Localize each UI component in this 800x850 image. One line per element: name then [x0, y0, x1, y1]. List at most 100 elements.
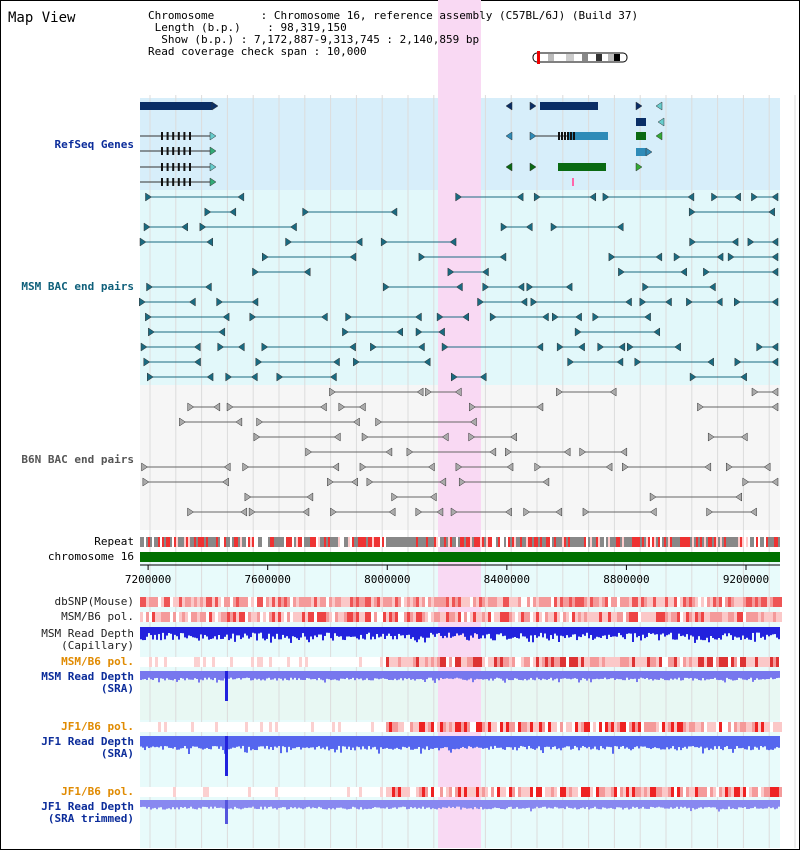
chromosome-info: Chromosome : Chromosome 16, reference as… [148, 9, 639, 58]
jf1-b6-pol-feature [188, 722, 191, 732]
repeat-feature [210, 537, 212, 547]
jf1-b6-pol-feature [431, 787, 434, 797]
jf1-sra-depth-bar [252, 736, 254, 750]
dbsnp-feature [443, 597, 446, 607]
jf1-sra-depth-bar [494, 736, 496, 746]
jf1-trimmed-depth-bar [438, 800, 440, 808]
msm-b6-pol-feature [260, 612, 263, 622]
jf1-b6-pol-feature [500, 787, 503, 797]
jf1-b6-pol-feature [488, 722, 491, 732]
refseq-genes-label[interactable]: RefSeq Genes [54, 138, 134, 151]
msm-capillary-depth-bar [772, 627, 774, 635]
jf1-sra-depth-bar [458, 736, 460, 750]
msm-b6-pol-feature [521, 612, 524, 622]
msm-sra-depth-bar [410, 671, 412, 680]
msm-capillary-depth-bar [286, 627, 288, 637]
msm-capillary-depth-bar [544, 627, 546, 634]
bac-end-arrow [771, 477, 779, 487]
jf1-trimmed-depth-bar [722, 800, 724, 809]
jf1-b6-pol-feature [164, 787, 167, 797]
jf1-trimmed-depth-bar [428, 800, 430, 808]
jf1-trimmed-depth-bar [636, 800, 638, 808]
msm-bac-end-pairs-label[interactable]: MSM BAC end pairs [21, 280, 134, 293]
jf1-read-depth-sra-label: JF1 Read Depth (SRA) [41, 735, 134, 760]
jf1-b6-pol-feature [326, 787, 329, 797]
msm-sra-depth-bar [354, 671, 356, 681]
axis-tick-label: 7200000 [125, 573, 171, 586]
msm-capillary-depth-bar [606, 627, 608, 640]
repeat-feature [290, 537, 292, 547]
msm-b6-pol-feature [662, 612, 665, 622]
repeat-feature [472, 537, 474, 547]
msm-b6-pol-feature [209, 657, 212, 667]
jf1-b6-pol-feature [485, 722, 488, 732]
repeat-feature [216, 537, 218, 547]
msm-capillary-depth-bar [192, 627, 194, 638]
msm-sra-depth-bar [506, 671, 508, 679]
msm-b6-pol-feature [482, 657, 485, 667]
jf1-b6-pol-feature [272, 722, 275, 732]
dbsnp-feature [458, 597, 461, 607]
jf1-b6-pol-feature [701, 787, 704, 797]
msm-b6-pol-feature [683, 657, 686, 667]
jf1-sra-depth-bar [516, 736, 518, 751]
msm-sra-depth-bar [576, 671, 578, 679]
msm-sra-depth-bar [752, 671, 754, 682]
jf1-b6-pol-feature [206, 722, 209, 732]
msm-b6-pol-feature [620, 657, 623, 667]
b6n-bac-end-pairs-label[interactable]: B6N BAC end pairs [21, 453, 134, 466]
bac-end-arrow [451, 372, 458, 382]
msm-sra-depth-bar [194, 671, 196, 679]
jf1-sra-depth-bar [738, 736, 740, 749]
bac-end-arrow [244, 492, 252, 502]
jf1-b6-pol-feature [290, 787, 293, 797]
msm-sra-depth-bar [262, 671, 264, 680]
jf1-b6-pol-feature [188, 787, 191, 797]
msm-sra-depth-bar [438, 671, 440, 681]
jf1-b6-pol-feature [278, 722, 281, 732]
jf1-sra-depth-bar [752, 736, 754, 750]
bac-end-arrow [351, 477, 358, 487]
jf1-sra-depth-bar [554, 736, 556, 747]
repeat-feature [526, 537, 528, 547]
dbsnp-feature [764, 597, 767, 607]
msm-b6-pol-feature [677, 657, 680, 667]
jf1-trimmed-depth-bar [366, 800, 368, 810]
msm-sra-depth-bar [218, 671, 220, 680]
jf1-trimmed-depth-bar [170, 800, 172, 810]
msm-capillary-depth-bar [718, 627, 720, 638]
jf1-sra-depth-bar [170, 736, 172, 748]
jf1-b6-pol-feature [539, 787, 542, 797]
jf1-b6-pol-feature [251, 787, 254, 797]
jf1-trimmed-depth-bar [256, 800, 258, 810]
jf1-b6-pol-feature [254, 722, 257, 732]
bac-end-arrow [731, 237, 739, 247]
msm-b6-pol-feature [458, 657, 461, 667]
repeat-feature [474, 537, 476, 547]
msm-capillary-depth-bar [662, 627, 664, 634]
jf1-trimmed-depth-bar [210, 800, 212, 807]
msm-sra-depth-bar [202, 671, 204, 681]
jf1-b6-pol-feature [338, 787, 341, 797]
msm-b6-pol-feature [467, 612, 470, 622]
jf1-sra-depth-bar [474, 736, 476, 748]
jf1-trimmed-depth-bar [470, 800, 472, 809]
msm-b6-pol-feature [344, 612, 347, 622]
msm-b6-pol-feature [152, 612, 155, 622]
msm-capillary-depth-bar [506, 627, 508, 640]
jf1-sra-depth-bar [196, 736, 198, 747]
msm-capillary-depth-bar [590, 627, 592, 636]
jf1-sra-depth-bar [720, 736, 722, 749]
bac-end-arrow [517, 282, 525, 292]
dbsnp-feature [740, 597, 743, 607]
msm-b6-pol-feature [665, 612, 668, 622]
msm-b6-pol-feature [584, 612, 587, 622]
jf1-sra-depth-bar [496, 736, 498, 748]
msm-b6-pol-feature [392, 612, 395, 622]
msm-sra-depth-bar [242, 671, 244, 679]
dbsnp-feature [371, 597, 374, 607]
msm-capillary-depth-bar [290, 627, 292, 643]
jf1-b6-pol-feature [377, 787, 380, 797]
msm-capillary-depth-bar [626, 627, 628, 634]
